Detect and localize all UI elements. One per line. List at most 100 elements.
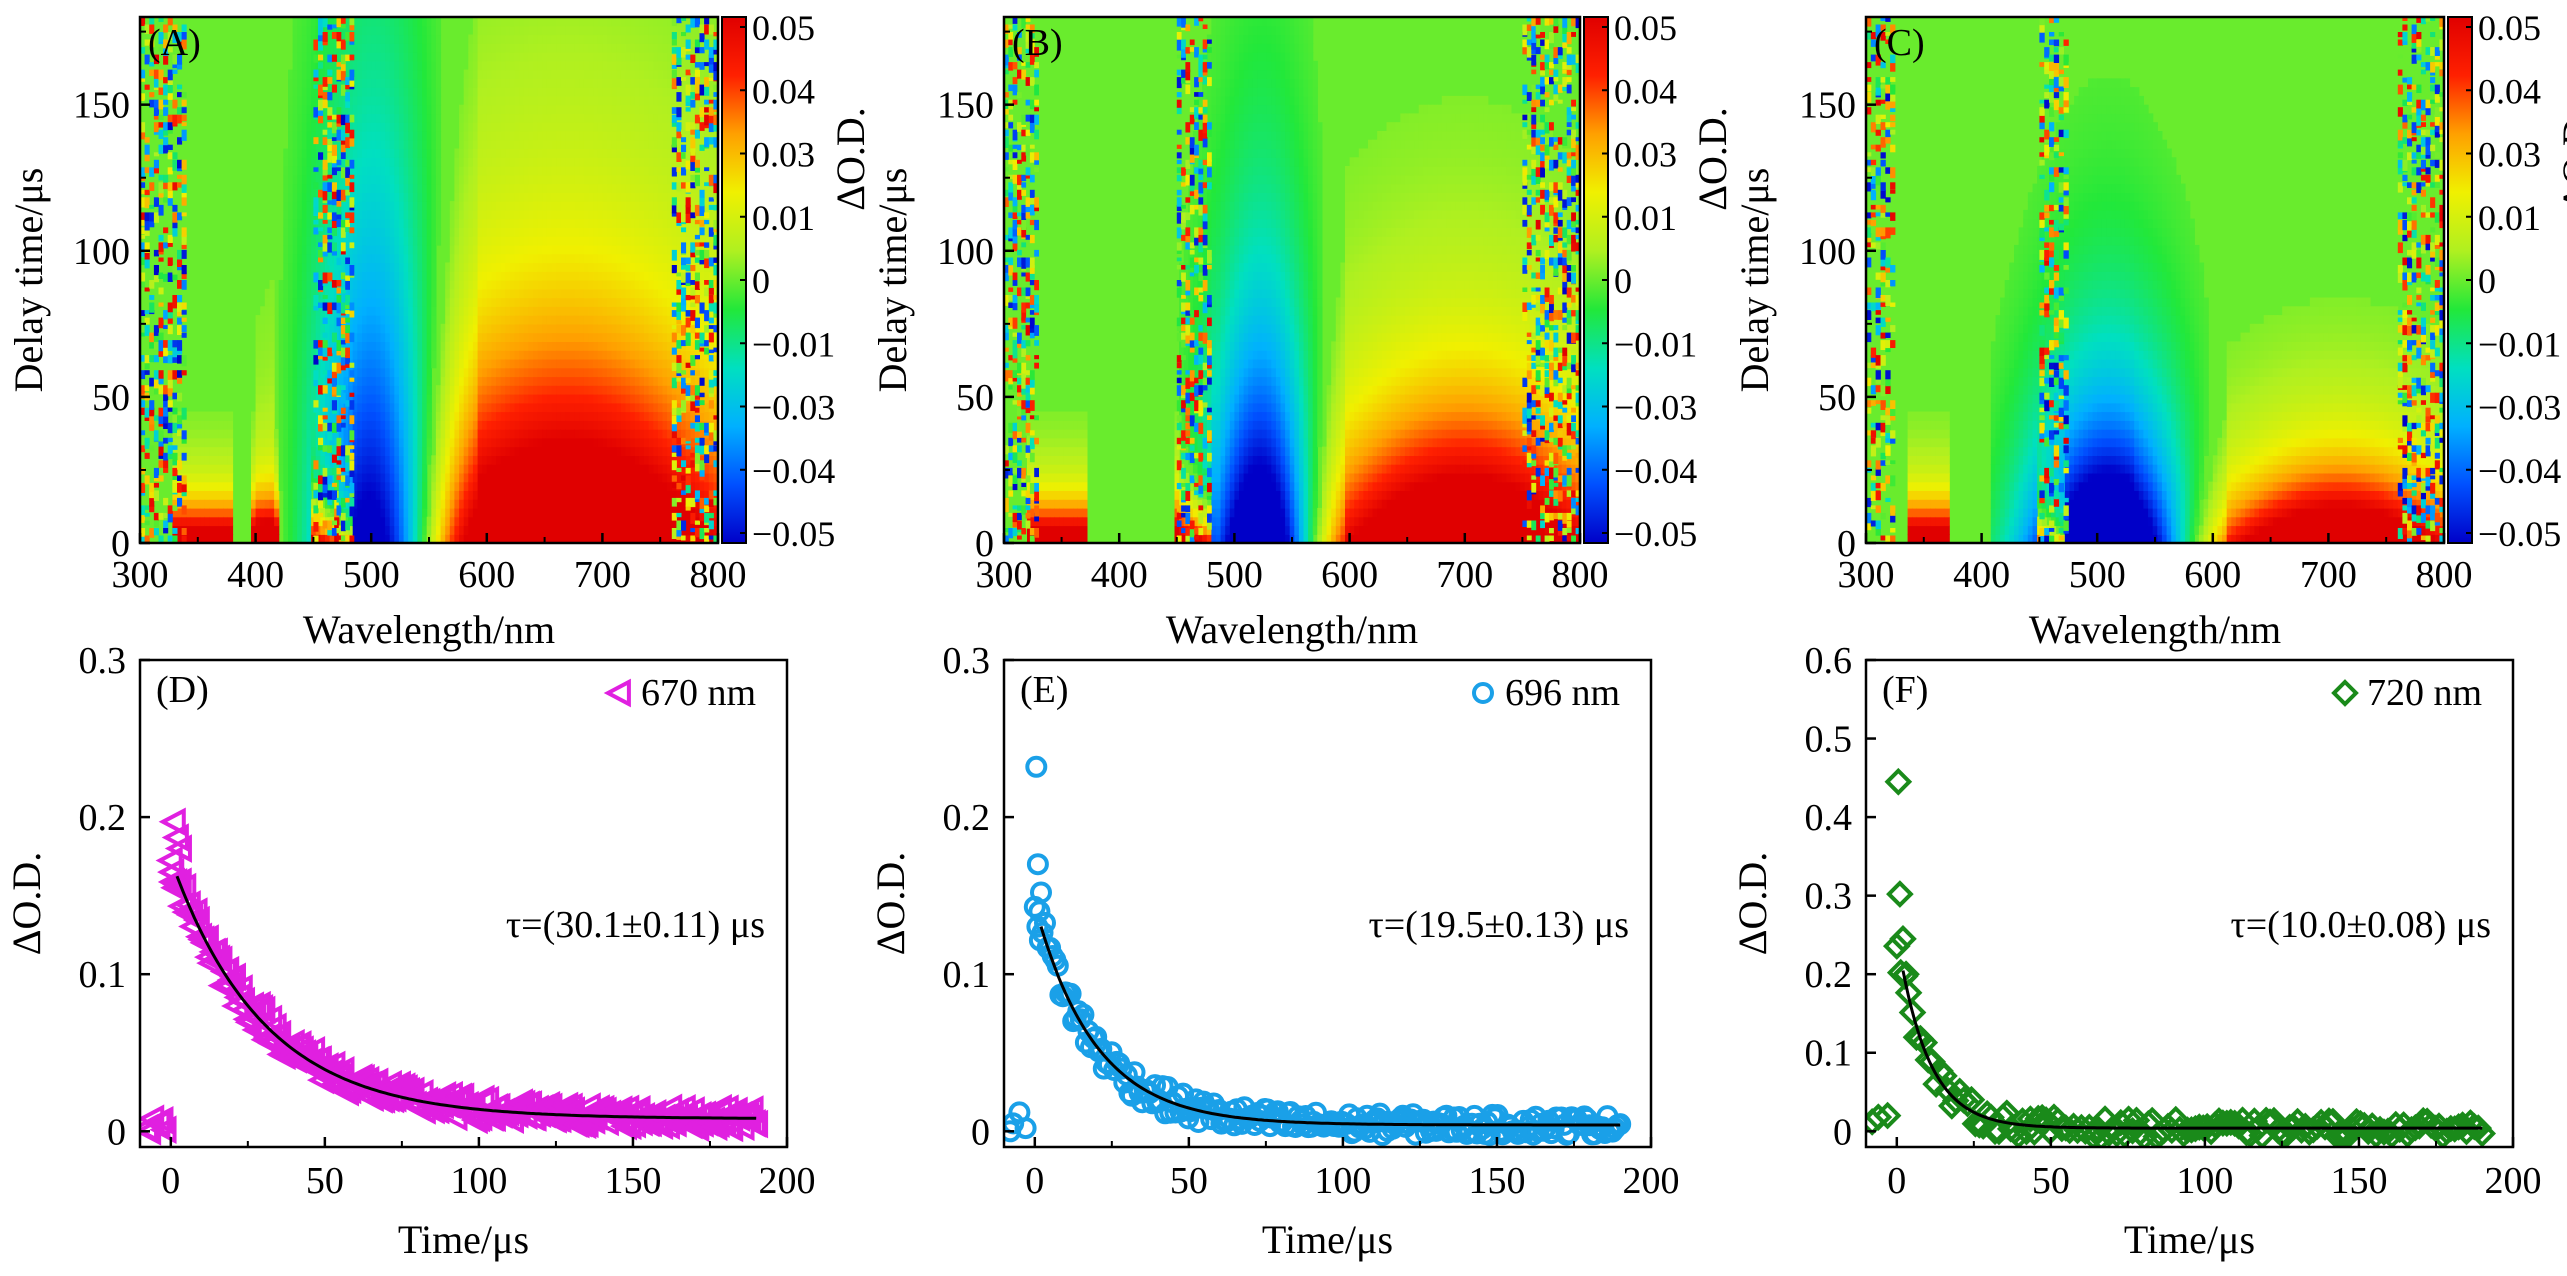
heatmap-cell (625, 131, 631, 141)
heatmap-cell (306, 95, 312, 106)
heatmap-cell (607, 139, 613, 150)
heatmap-cell (385, 227, 391, 237)
heatmap-cell (639, 95, 645, 106)
heatmap-cell (251, 411, 257, 421)
heatmap-cell (565, 218, 571, 228)
heatmap-cell (500, 367, 506, 378)
heatmap-cell (422, 113, 428, 123)
heatmap-cell (565, 17, 571, 27)
heatmap-cell (325, 288, 331, 299)
heatmap-cell (546, 122, 553, 132)
heatmap-cell (449, 297, 455, 307)
heatmap-cell (398, 192, 405, 202)
heatmap-cell (565, 262, 571, 272)
heatmap-cell (311, 253, 317, 264)
heatmap-cell (625, 429, 631, 439)
heatmap-cell (491, 455, 497, 465)
heatmap-cell (380, 122, 386, 132)
heatmap-cell (593, 227, 599, 237)
heatmap-cell (528, 306, 534, 316)
heatmap-cell (366, 385, 372, 395)
heatmap-cell (620, 350, 627, 360)
heatmap-cell (648, 166, 654, 176)
heatmap-cell (597, 490, 603, 500)
heatmap-cell (468, 78, 474, 88)
heatmap-cell (514, 43, 520, 53)
heatmap-cell (431, 280, 437, 290)
heatmap-cell (371, 34, 377, 44)
heatmap-cell (500, 236, 506, 246)
heatmap-cell (445, 367, 451, 378)
heatmap-cell (422, 385, 428, 395)
heatmap-cell (422, 69, 428, 79)
heatmap-cell (505, 60, 511, 71)
heatmap-cell (574, 17, 580, 27)
heatmap-cell (505, 201, 511, 211)
heatmap-cell (616, 166, 622, 176)
heatmap-cell (426, 148, 432, 158)
heatmap-cell (223, 455, 229, 465)
heatmap-cell (431, 139, 437, 150)
heatmap-cell (449, 507, 455, 518)
heatmap-cell (583, 78, 590, 88)
heatmap-cell (593, 280, 599, 290)
heatmap-cell (445, 464, 451, 474)
heatmap-cell (472, 481, 479, 491)
heatmap-cell (486, 367, 492, 378)
heatmap-cell (398, 69, 405, 79)
heatmap-cell (611, 183, 617, 193)
heatmap-cell (288, 534, 294, 543)
heatmap-cell (533, 271, 539, 281)
heatmap-cell (389, 315, 395, 325)
heatmap-cell (348, 516, 354, 527)
heatmap-cell (454, 201, 460, 211)
heatmap-cell (583, 104, 590, 115)
heatmap-cell (528, 332, 534, 342)
heatmap-cell (306, 490, 312, 500)
heatmap-cell (509, 104, 516, 115)
heatmap-cell (445, 315, 451, 325)
heatmap-cell (292, 78, 298, 88)
heatmap-cell (352, 516, 358, 527)
heatmap-cell (352, 122, 358, 132)
heatmap-cell (274, 490, 280, 500)
heatmap-cell (380, 17, 386, 27)
heatmap-cell (593, 218, 599, 228)
heatmap-cell (644, 358, 650, 369)
heatmap-cell (496, 209, 502, 220)
heatmap-cell (348, 446, 354, 456)
heatmap-cell (477, 358, 483, 369)
heatmap-cell (620, 385, 627, 395)
heatmap-cell (472, 166, 479, 176)
heatmap-cell (311, 131, 317, 141)
heatmap-cell (380, 394, 386, 404)
heatmap-cell (639, 341, 645, 351)
heatmap-cell (255, 332, 261, 342)
heatmap-cell (472, 183, 479, 193)
heatmap-cell (292, 69, 298, 79)
heatmap-cell (398, 490, 405, 500)
heatmap-cell (375, 367, 381, 378)
heatmap-cell (611, 253, 617, 264)
heatmap-cell (542, 455, 548, 465)
heatmap-cell (398, 113, 405, 123)
heatmap-cell (500, 34, 506, 44)
heatmap-cell (611, 288, 617, 299)
heatmap-cell (597, 499, 603, 509)
heatmap-cell (551, 367, 557, 378)
heatmap-cell (496, 297, 502, 307)
heatmap-cell (528, 288, 534, 299)
heatmap-cell (403, 411, 409, 421)
heatmap-cell (634, 209, 640, 220)
heatmap-cell (500, 332, 506, 342)
heatmap-cell (301, 376, 307, 386)
heatmap-cell (542, 183, 548, 193)
heatmap-cell (620, 437, 627, 448)
heatmap-cell (565, 60, 571, 71)
heatmap-cell (375, 455, 381, 465)
heatmap-cell (630, 25, 636, 36)
heatmap-cell (542, 139, 548, 150)
heatmap-cell (620, 394, 627, 404)
heatmap-cell (519, 52, 525, 62)
heatmap-cell (634, 437, 640, 448)
